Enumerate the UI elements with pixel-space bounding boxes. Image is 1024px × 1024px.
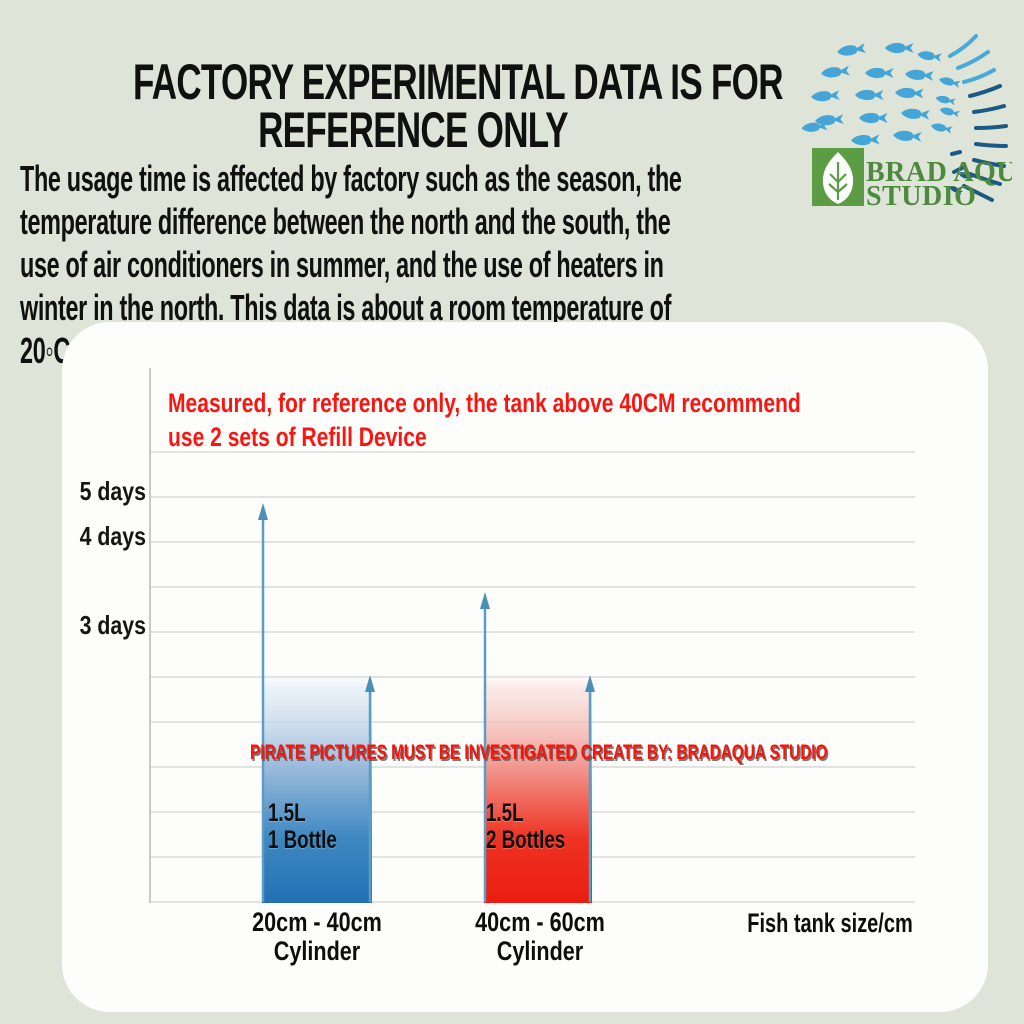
bar-20-40cm-blue	[262, 670, 372, 903]
water-swoosh-icon	[948, 34, 1008, 202]
y-tick-4-days: 4 days	[79, 521, 146, 551]
brand-name-line-2: STUDIO	[866, 181, 976, 210]
y-tick-3-days: 3 days	[79, 610, 146, 640]
usage-range-arrows	[258, 503, 595, 902]
y-tick-5-days: 5 days	[79, 476, 146, 506]
chart-note-line-1: Measured, for reference only, the tank a…	[168, 388, 801, 418]
x-tick-20-40cm-line-1: 20cm - 40cm	[252, 907, 382, 937]
min-usage-arrow-blue	[365, 675, 375, 902]
intro-paragraph-line: use of air conditioners in summer, and t…	[20, 244, 664, 285]
x-tick-40-60cm-line-2: Cylinder	[496, 936, 584, 966]
fish-school-icon	[801, 42, 961, 146]
chart-note-line-2: use 2 sets of Refill Device	[168, 422, 427, 452]
page-title: FACTORY EXPERIMENTAL DATA IS FOR REFEREN…	[133, 54, 783, 158]
bar-label-blue-line-1: 1.5L	[268, 799, 306, 827]
bar-40-60cm-red	[484, 670, 592, 903]
watermark-text: PIRATE PICTURES MUST BE INVESTIGATED CRE…	[250, 741, 828, 764]
bar-chart	[149, 368, 915, 903]
chart-note: Measured, for reference only, the tank a…	[168, 386, 801, 454]
brand-name-line-1: BRAD AQUA	[866, 157, 1012, 188]
x-tick-20-40cm-line-2: Cylinder	[273, 936, 361, 966]
max-usage-arrow-blue	[258, 503, 268, 902]
min-usage-arrow-red	[585, 675, 595, 902]
leaf-icon	[822, 152, 854, 204]
bar-label-red-line-1: 1.5L	[486, 799, 524, 827]
bar-label-blue: 1.5L 1 Bottle	[268, 800, 337, 854]
page-title-line-1: FACTORY EXPERIMENTAL DATA IS FOR	[133, 54, 783, 110]
leaf-badge	[812, 148, 864, 206]
x-tick-40-60cm: 40cm - 60cm Cylinder	[460, 908, 620, 966]
x-axis-title: Fish tank size/cm	[747, 908, 913, 938]
x-tick-20-40cm: 20cm - 40cm Cylinder	[237, 908, 397, 966]
max-usage-arrow-red	[480, 592, 490, 902]
chart-panel: Measured, for reference only, the tank a…	[62, 322, 988, 1012]
page-title-line-2: REFERENCE ONLY	[258, 102, 569, 158]
bar-label-blue-line-2: 1 Bottle	[268, 826, 337, 854]
brand-logo: BRAD AQUA STUDIO	[801, 34, 1012, 210]
bar-label-red: 1.5L 2 Bottles	[486, 800, 565, 854]
bar-label-red-line-2: 2 Bottles	[486, 826, 566, 854]
x-tick-40-60cm-line-1: 40cm - 60cm	[475, 907, 605, 937]
intro-paragraph-line: temperature difference between the north…	[20, 201, 671, 242]
intro-paragraph-line: The usage time is affected by factory su…	[20, 158, 682, 199]
